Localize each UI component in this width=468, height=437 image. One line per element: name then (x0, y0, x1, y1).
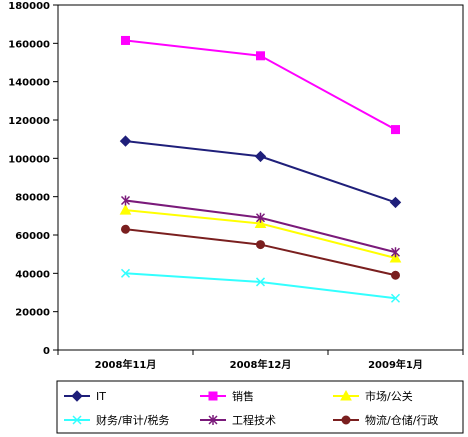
marker-stroke (255, 277, 266, 287)
series-0 (119, 135, 402, 209)
data-point (255, 212, 266, 223)
legend-marker (340, 389, 352, 401)
data-point (120, 195, 131, 206)
y-tick-label: 120000 (8, 116, 50, 127)
y-tick-label: 60000 (15, 231, 50, 242)
y-tick-label: 40000 (15, 269, 50, 280)
legend-marker (341, 415, 351, 425)
x-tick-label: 2008年12月 (230, 358, 292, 371)
marker-stroke (120, 268, 131, 278)
series-2 (119, 204, 402, 263)
legend-label: IT (96, 390, 106, 403)
legend-marker (71, 390, 83, 402)
y-tick-label: 100000 (8, 154, 50, 165)
legend-box (56, 380, 464, 434)
legend-marker (208, 391, 218, 401)
legend-label: 销售 (232, 389, 254, 403)
legend-item: 物流/仓储/行政 (333, 413, 438, 427)
data-point (254, 217, 267, 228)
data-point (119, 204, 132, 215)
legend-item: 市场/公关 (333, 389, 413, 403)
data-point (256, 240, 265, 250)
data-point (254, 150, 267, 163)
series-4 (120, 195, 401, 258)
y-tick-label: 20000 (15, 308, 50, 319)
legend-marker (72, 415, 82, 425)
series-5 (121, 224, 400, 280)
legend-item: 工程技术 (200, 414, 276, 427)
legend-label: 财务/审计/税务 (96, 413, 169, 427)
y-tick-label: 180000 (8, 1, 50, 12)
legend-item: 财务/审计/税务 (64, 413, 169, 427)
legend-label: 物流/仓储/行政 (365, 413, 438, 427)
data-point (391, 270, 400, 280)
data-point (389, 251, 402, 263)
marker-stroke (72, 415, 82, 425)
legend-item: IT (64, 390, 106, 403)
marker-stroke (390, 293, 401, 303)
y-tick-label: 160000 (8, 39, 50, 50)
data-point (255, 277, 266, 287)
x-tick-label: 2009年1月 (368, 358, 423, 371)
data-point (121, 35, 130, 45)
y-tick-label: 0 (43, 346, 50, 357)
plot-area (57, 4, 464, 351)
data-point (121, 224, 130, 234)
data-point (390, 293, 401, 303)
x-tick-label: 2008年11月 (95, 358, 157, 371)
legend-label: 工程技术 (232, 414, 276, 427)
legend-label: 市场/公关 (365, 389, 413, 403)
legend-item: 销售 (200, 389, 254, 403)
y-tick-label: 140000 (8, 78, 50, 89)
data-point (119, 135, 132, 147)
data-point (390, 247, 401, 258)
data-point (256, 51, 265, 61)
series-3 (120, 268, 401, 303)
legend-marker (208, 415, 218, 425)
y-tick-label: 80000 (15, 193, 50, 204)
data-point (391, 125, 400, 135)
data-point (389, 196, 402, 209)
data-point (120, 268, 131, 278)
series-1 (121, 35, 400, 135)
